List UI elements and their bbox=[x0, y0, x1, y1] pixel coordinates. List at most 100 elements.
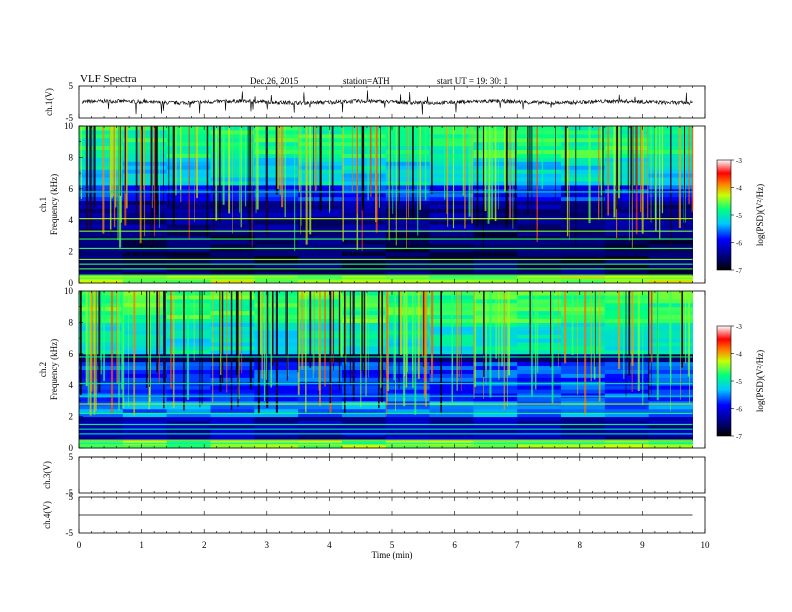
spectrogram-cell bbox=[79, 393, 124, 398]
sferic-streak bbox=[421, 291, 424, 357]
spectrogram-cell bbox=[122, 432, 168, 437]
sferic-streak bbox=[483, 291, 485, 377]
spectrogram-cell bbox=[561, 239, 606, 245]
sferic-streak bbox=[286, 291, 288, 381]
spectrogram-cell bbox=[517, 291, 562, 296]
sferic-streak bbox=[474, 291, 477, 388]
spectrogram-cell bbox=[517, 345, 562, 351]
sferic-streak bbox=[462, 126, 465, 196]
sferic-streak bbox=[641, 126, 644, 234]
sferic-streak bbox=[692, 126, 694, 212]
spectrogram-cell bbox=[429, 161, 474, 166]
spectrogram-cell bbox=[385, 161, 431, 166]
narrowband-line bbox=[79, 356, 693, 358]
spectrogram-cell bbox=[473, 255, 518, 260]
spectrogram-cell bbox=[517, 404, 562, 410]
sferic-streak bbox=[111, 126, 113, 199]
sferic-streak bbox=[213, 126, 215, 235]
spectrogram-cell bbox=[122, 271, 168, 276]
spectrogram-cell bbox=[210, 291, 255, 296]
sferic-streak bbox=[309, 291, 312, 368]
sferic-streak bbox=[387, 291, 389, 380]
spectrogram-cell bbox=[429, 400, 474, 406]
spectrogram-cell bbox=[604, 342, 650, 347]
spectrogram-cell bbox=[79, 412, 124, 418]
sferic-streak bbox=[314, 126, 317, 191]
sferic-streak bbox=[473, 291, 475, 399]
spectrogram-cell bbox=[79, 149, 124, 154]
x-tick-label: 7 bbox=[515, 540, 520, 550]
spectrogram-cell bbox=[122, 393, 168, 398]
spectrogram-cell bbox=[166, 400, 211, 406]
sferic-streak bbox=[266, 291, 269, 408]
spectrogram-cell bbox=[561, 318, 606, 323]
sferic-streak bbox=[215, 126, 218, 221]
spectrogram-cell bbox=[604, 126, 650, 131]
sferic-streak bbox=[128, 291, 130, 408]
spectrogram-cell bbox=[648, 389, 693, 394]
ch3-panel: 5 -5 ch.3(V) bbox=[42, 452, 706, 498]
spectrogram-cell bbox=[604, 177, 650, 182]
spectrogram-cell bbox=[254, 420, 299, 425]
spectrogram-cell bbox=[561, 188, 606, 194]
spectrogram-cell bbox=[648, 263, 693, 268]
spectrogram-cell bbox=[429, 157, 474, 162]
spectrogram-cell bbox=[385, 228, 431, 233]
spectrogram-cell bbox=[473, 259, 518, 264]
spectrogram-cell bbox=[429, 279, 474, 284]
spectrogram-cell bbox=[561, 291, 606, 296]
spectrogram-cell bbox=[561, 235, 606, 241]
sferic-streak bbox=[659, 126, 661, 239]
sferic-streak bbox=[630, 126, 632, 215]
spectrogram-cell bbox=[429, 184, 474, 190]
spectrogram-cell bbox=[79, 228, 124, 233]
narrowband-line bbox=[79, 383, 693, 385]
spectrogram-cell bbox=[517, 436, 562, 441]
colorbar bbox=[716, 325, 732, 437]
sferic-streak bbox=[369, 126, 372, 197]
spectrogram-cell bbox=[210, 349, 255, 355]
colorbar-label: log(PSD)(V²/Hz) bbox=[755, 350, 765, 412]
spectrogram-cell bbox=[79, 161, 124, 166]
spectrogram-cell bbox=[517, 361, 562, 367]
spectrogram-cell bbox=[341, 247, 387, 253]
spectrogram-cell bbox=[341, 408, 387, 414]
spectrogram-cell bbox=[604, 188, 650, 194]
narrowband-line bbox=[79, 412, 693, 415]
spectrogram-cell bbox=[604, 279, 650, 284]
spectrogram-cell bbox=[604, 444, 650, 449]
sferic-streak bbox=[145, 291, 148, 389]
sferic-streak bbox=[117, 126, 119, 241]
sferic-streak bbox=[482, 126, 485, 250]
spectrogram-cell bbox=[210, 247, 255, 253]
spectrogram-cell bbox=[604, 338, 650, 343]
spectrogram-cell bbox=[473, 251, 518, 257]
spectrogram-cell bbox=[385, 267, 431, 272]
spectrogram-cell bbox=[210, 432, 255, 437]
sferic-streak bbox=[650, 291, 653, 363]
sferic-streak bbox=[691, 126, 693, 213]
sferic-streak bbox=[109, 126, 112, 230]
spectrogram-cell bbox=[341, 231, 387, 237]
spectrogram-cell bbox=[429, 436, 474, 441]
spectrogram-cell bbox=[604, 330, 650, 335]
spectrogram-cell bbox=[604, 212, 650, 217]
spectrogram-cell bbox=[79, 424, 124, 429]
sferic-streak bbox=[172, 291, 175, 409]
x-tick-label: 10 bbox=[701, 540, 711, 550]
sferic-streak bbox=[150, 126, 153, 246]
spectrogram-cell bbox=[604, 318, 650, 323]
sferic-streak bbox=[133, 291, 136, 359]
sferic-streak bbox=[154, 126, 157, 210]
spectrogram-cell bbox=[604, 275, 650, 280]
spectrogram-cell bbox=[385, 428, 431, 433]
sferic-streak bbox=[103, 291, 106, 382]
spectrogram-cell bbox=[604, 224, 650, 229]
sferic-streak bbox=[461, 291, 462, 391]
spectrogram-cell bbox=[385, 212, 431, 217]
sferic-streak bbox=[406, 126, 407, 249]
spectrogram-cell bbox=[517, 412, 562, 418]
sferic-streak bbox=[425, 291, 427, 407]
x-axis-label: Time (min) bbox=[372, 550, 413, 560]
sferic-streak bbox=[494, 126, 497, 222]
